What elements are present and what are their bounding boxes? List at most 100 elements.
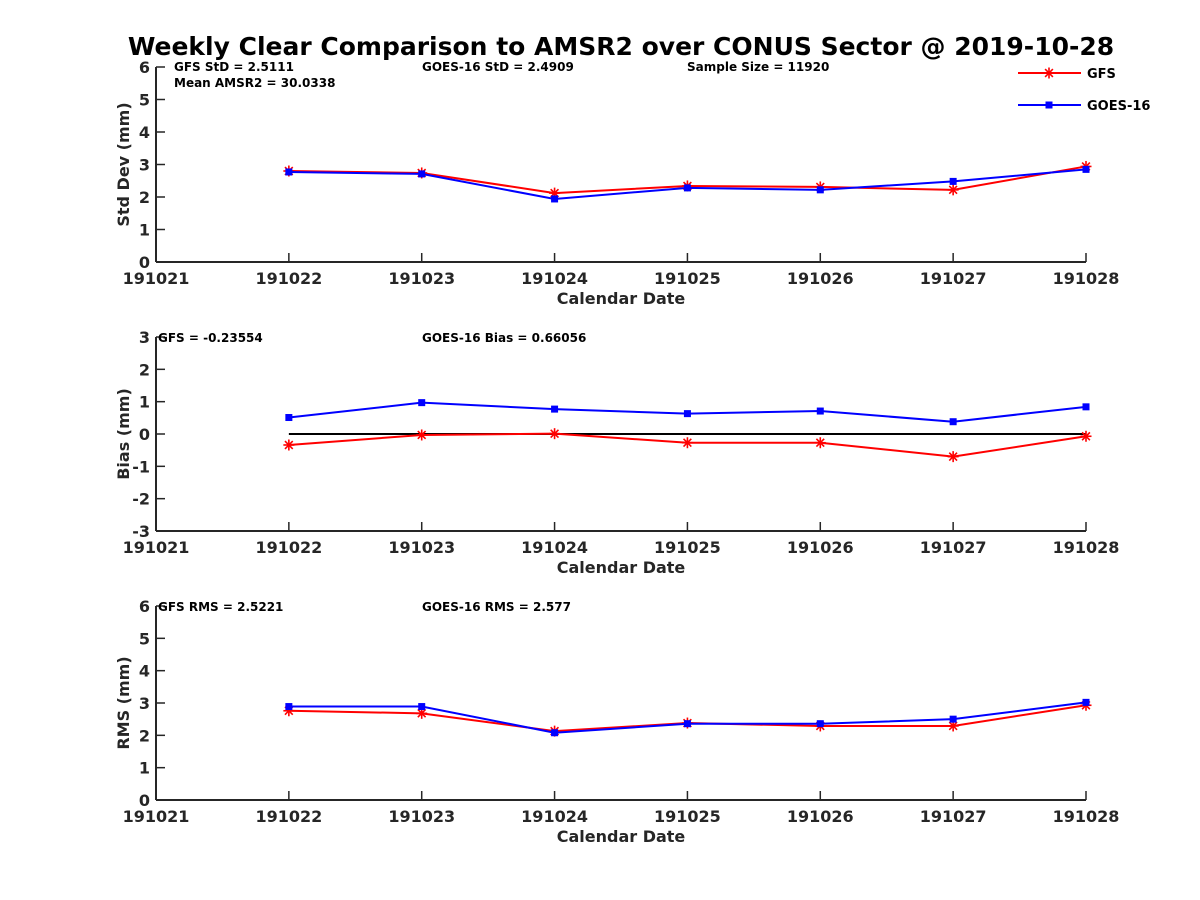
- y-tick-label: 3: [139, 694, 150, 713]
- x-tick-label: 191026: [787, 538, 854, 557]
- x-tick-label: 191021: [123, 807, 190, 826]
- x-axis-label: Calendar Date: [557, 827, 686, 846]
- x-tick-label: 191025: [654, 269, 721, 288]
- gfs-marker-stroke: [284, 440, 294, 450]
- goes16-marker: [949, 418, 957, 426]
- y-tick-label: 3: [139, 328, 150, 347]
- x-tick-label: 191022: [255, 269, 322, 288]
- goes16-marker: [551, 729, 559, 737]
- gfs-marker-stroke: [417, 708, 427, 718]
- y-tick-label: 1: [139, 221, 150, 240]
- stat-annotation: GOES-16 Bias = 0.66056: [422, 331, 586, 345]
- x-tick-label: 191026: [787, 269, 854, 288]
- gfs-marker-stroke: [948, 721, 958, 731]
- goes16-marker: [1082, 698, 1090, 706]
- gfs-marker-stroke: [948, 452, 958, 462]
- x-tick-label: 191028: [1053, 269, 1120, 288]
- y-axis-label: Bias (mm): [114, 388, 133, 480]
- y-tick-label: 2: [139, 360, 150, 379]
- y-tick-label: 6: [139, 597, 150, 616]
- goes16-marker: [683, 184, 691, 192]
- goes16-marker: [816, 186, 824, 194]
- goes16-marker: [285, 168, 293, 176]
- x-tick-label: 191022: [255, 538, 322, 557]
- x-tick-label: 191023: [388, 269, 455, 288]
- legend-label: GOES-16: [1087, 99, 1150, 114]
- x-tick-label: 191025: [654, 807, 721, 826]
- x-tick-label: 191027: [920, 269, 987, 288]
- x-axis-label: Calendar Date: [557, 558, 686, 577]
- stat-annotation: Sample Size = 11920: [687, 60, 829, 74]
- goes16-marker: [816, 407, 824, 415]
- goes16-marker: [418, 170, 426, 178]
- x-tick-label: 191024: [521, 269, 588, 288]
- gfs-marker: [549, 428, 561, 440]
- stat-annotation: GFS StD = 2.5111: [174, 60, 294, 74]
- goes16-marker: [1082, 165, 1090, 173]
- gfs-marker-stroke: [682, 438, 692, 448]
- gfs-marker-stroke: [948, 185, 958, 195]
- gfs-marker: [947, 451, 959, 463]
- gfs-marker: [947, 184, 959, 196]
- goes16-marker: [816, 720, 824, 728]
- figure-title: Weekly Clear Comparison to AMSR2 over CO…: [128, 32, 1114, 61]
- y-tick-label: 0: [139, 253, 150, 272]
- x-tick-label: 191024: [521, 807, 588, 826]
- stat-annotation: GFS RMS = 2.5221: [158, 600, 283, 614]
- y-tick-label: 0: [139, 791, 150, 810]
- goes16-marker: [418, 399, 426, 407]
- legend-label: GFS: [1087, 67, 1116, 82]
- y-tick-label: -2: [132, 490, 150, 509]
- panels: 0 1 2 3 4 5 6 191021 191022 191023 191024 191025 191…: [114, 58, 1119, 846]
- y-tick-label: 5: [139, 91, 150, 110]
- y-tick-label: 4: [139, 123, 150, 142]
- gfs-marker: [283, 439, 295, 451]
- y-tick-label: 1: [139, 759, 150, 778]
- goes16-marker: [418, 703, 426, 711]
- y-tick-label: 4: [139, 662, 150, 681]
- goes16-marker: [683, 720, 691, 728]
- stat-annotation: GOES-16 RMS = 2.577: [422, 600, 571, 614]
- goes16-marker: [683, 410, 691, 418]
- goes16-marker: [551, 195, 559, 203]
- gfs-marker-stroke: [550, 429, 560, 439]
- goes16-marker: [285, 703, 293, 711]
- x-tick-label: 191028: [1053, 538, 1120, 557]
- y-tick-label: 2: [139, 726, 150, 745]
- y-tick-label: 6: [139, 58, 150, 77]
- x-tick-label: 191023: [388, 538, 455, 557]
- goes16-marker: [551, 405, 559, 413]
- gfs-marker: [1080, 430, 1092, 442]
- y-tick-label: -3: [132, 522, 150, 541]
- x-tick-label: 191026: [787, 807, 854, 826]
- y-tick-label: 2: [139, 188, 150, 207]
- stat-annotation: Mean AMSR2 = 30.0338: [174, 76, 335, 90]
- x-tick-label: 191025: [654, 538, 721, 557]
- x-tick-label: 191021: [123, 538, 190, 557]
- gfs-marker: [681, 437, 693, 449]
- goes16-marker: [949, 177, 957, 185]
- x-tick-label: 191022: [255, 807, 322, 826]
- legend-gfs-marker-icon-stroke: [1044, 68, 1054, 78]
- legend-gfs-marker-icon: [1043, 67, 1055, 79]
- legend-entry-gfs: GFS: [1018, 67, 1116, 82]
- gfs-marker-stroke: [815, 438, 825, 448]
- gfs-marker: [416, 429, 428, 441]
- y-tick-label: 1: [139, 393, 150, 412]
- y-tick-label: 0: [139, 425, 150, 444]
- goes16-marker: [949, 715, 957, 723]
- x-tick-label: 191027: [920, 538, 987, 557]
- x-tick-label: 191024: [521, 538, 588, 557]
- stat-annotation: GFS = -0.23554: [158, 331, 263, 345]
- y-tick-label: 3: [139, 156, 150, 175]
- panel-1: 0 1 2 3 4 5 6 191021 191022 191023 191024 191025 191…: [114, 58, 1119, 308]
- y-tick-label: -1: [132, 457, 150, 476]
- x-tick-label: 191027: [920, 807, 987, 826]
- gfs-marker: [814, 437, 826, 449]
- x-axis-label: Calendar Date: [557, 289, 686, 308]
- legend-entry-goes-16: GOES-16: [1018, 99, 1150, 114]
- gfs-marker-stroke: [417, 430, 427, 440]
- panel-2: -3 -2 -1 0 1 2 3 191021 191022 191023 191024 191025…: [114, 328, 1119, 577]
- goes16-marker: [1082, 403, 1090, 411]
